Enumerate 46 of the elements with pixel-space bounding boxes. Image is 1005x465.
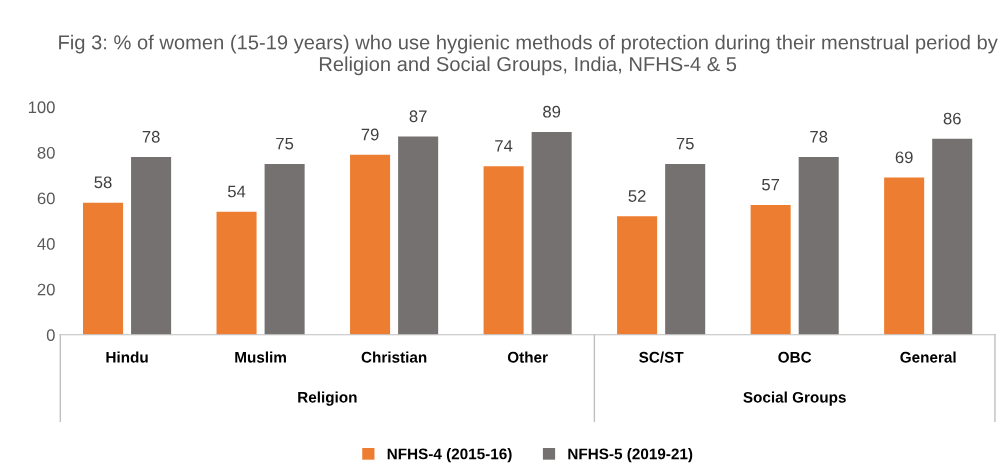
legend-label: NFHS-5 (2019-21) xyxy=(568,448,693,463)
y-tick-label: 0 xyxy=(46,329,55,341)
bar xyxy=(350,154,391,335)
data-label: 79 xyxy=(361,128,379,141)
bar xyxy=(83,202,124,335)
data-label: 74 xyxy=(495,140,513,152)
bar xyxy=(750,204,791,335)
bar xyxy=(216,211,257,335)
bar xyxy=(884,177,925,335)
bar xyxy=(531,132,572,335)
data-label: 75 xyxy=(676,137,694,150)
data-label: 57 xyxy=(762,178,780,191)
x-tick-label: OBC xyxy=(778,351,812,363)
bar xyxy=(264,163,305,335)
text: Social Groups xyxy=(743,391,846,406)
bar xyxy=(131,157,172,335)
y-tick-label: 80 xyxy=(37,146,55,159)
bar xyxy=(483,166,524,335)
bar xyxy=(398,136,439,335)
y-tick-label: 20 xyxy=(37,283,55,296)
data-label: 86 xyxy=(943,112,961,125)
text: Religion xyxy=(298,391,357,406)
y-tick-label: 40 xyxy=(37,238,55,250)
x-tick-label: General xyxy=(900,351,956,363)
data-label: 78 xyxy=(810,130,828,143)
data-label: 54 xyxy=(227,185,246,198)
data-label: 69 xyxy=(895,151,913,164)
y-tick-label: 100 xyxy=(28,101,55,114)
bar xyxy=(617,216,658,335)
data-label: 75 xyxy=(276,137,294,150)
data-label: 89 xyxy=(543,105,561,118)
x-tick-label: Other xyxy=(507,351,548,363)
data-label: 58 xyxy=(94,176,112,189)
chart-title: Fig 3: % of women (15-19 years) who use hygienic methods of protection during their menstrual period by Religion and Social Groups, India, NFHS-4 & 5 xyxy=(59,34,998,76)
x-tick-label: Muslim xyxy=(235,351,286,363)
bar xyxy=(798,157,839,335)
x-tick-label: SC/ST xyxy=(639,351,684,363)
y-tick-label: 60 xyxy=(37,192,55,205)
data-label: 87 xyxy=(409,110,427,123)
x-tick-label: Christian xyxy=(361,351,427,363)
x-tick-label: Hindu xyxy=(106,351,148,363)
data-label: 78 xyxy=(142,130,160,143)
legend-label: NFHS-4 (2015-16) xyxy=(387,448,512,463)
bar xyxy=(932,138,973,335)
bar xyxy=(665,163,706,335)
data-label: 52 xyxy=(628,190,646,202)
